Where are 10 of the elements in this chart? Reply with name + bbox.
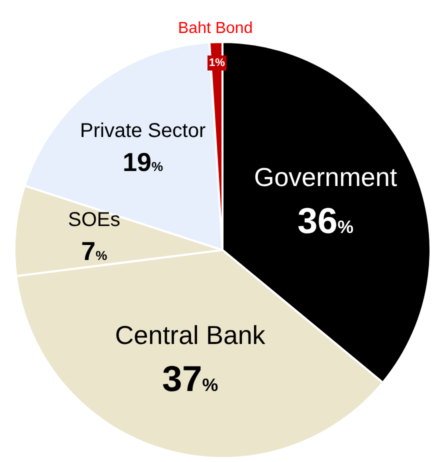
slice-label: SOEs — [68, 209, 120, 231]
slice-label: Baht Bond — [178, 20, 253, 37]
slice-label: Private Sector — [80, 120, 206, 142]
data-label: 1% — [209, 57, 226, 69]
data-label: 19% — [122, 146, 164, 177]
slice-label: Central Bank — [115, 320, 266, 350]
slice-label: Government — [254, 162, 398, 192]
data-label: 37% — [162, 358, 218, 399]
data-label: 36% — [298, 200, 354, 241]
data-label: 7% — [81, 236, 108, 266]
